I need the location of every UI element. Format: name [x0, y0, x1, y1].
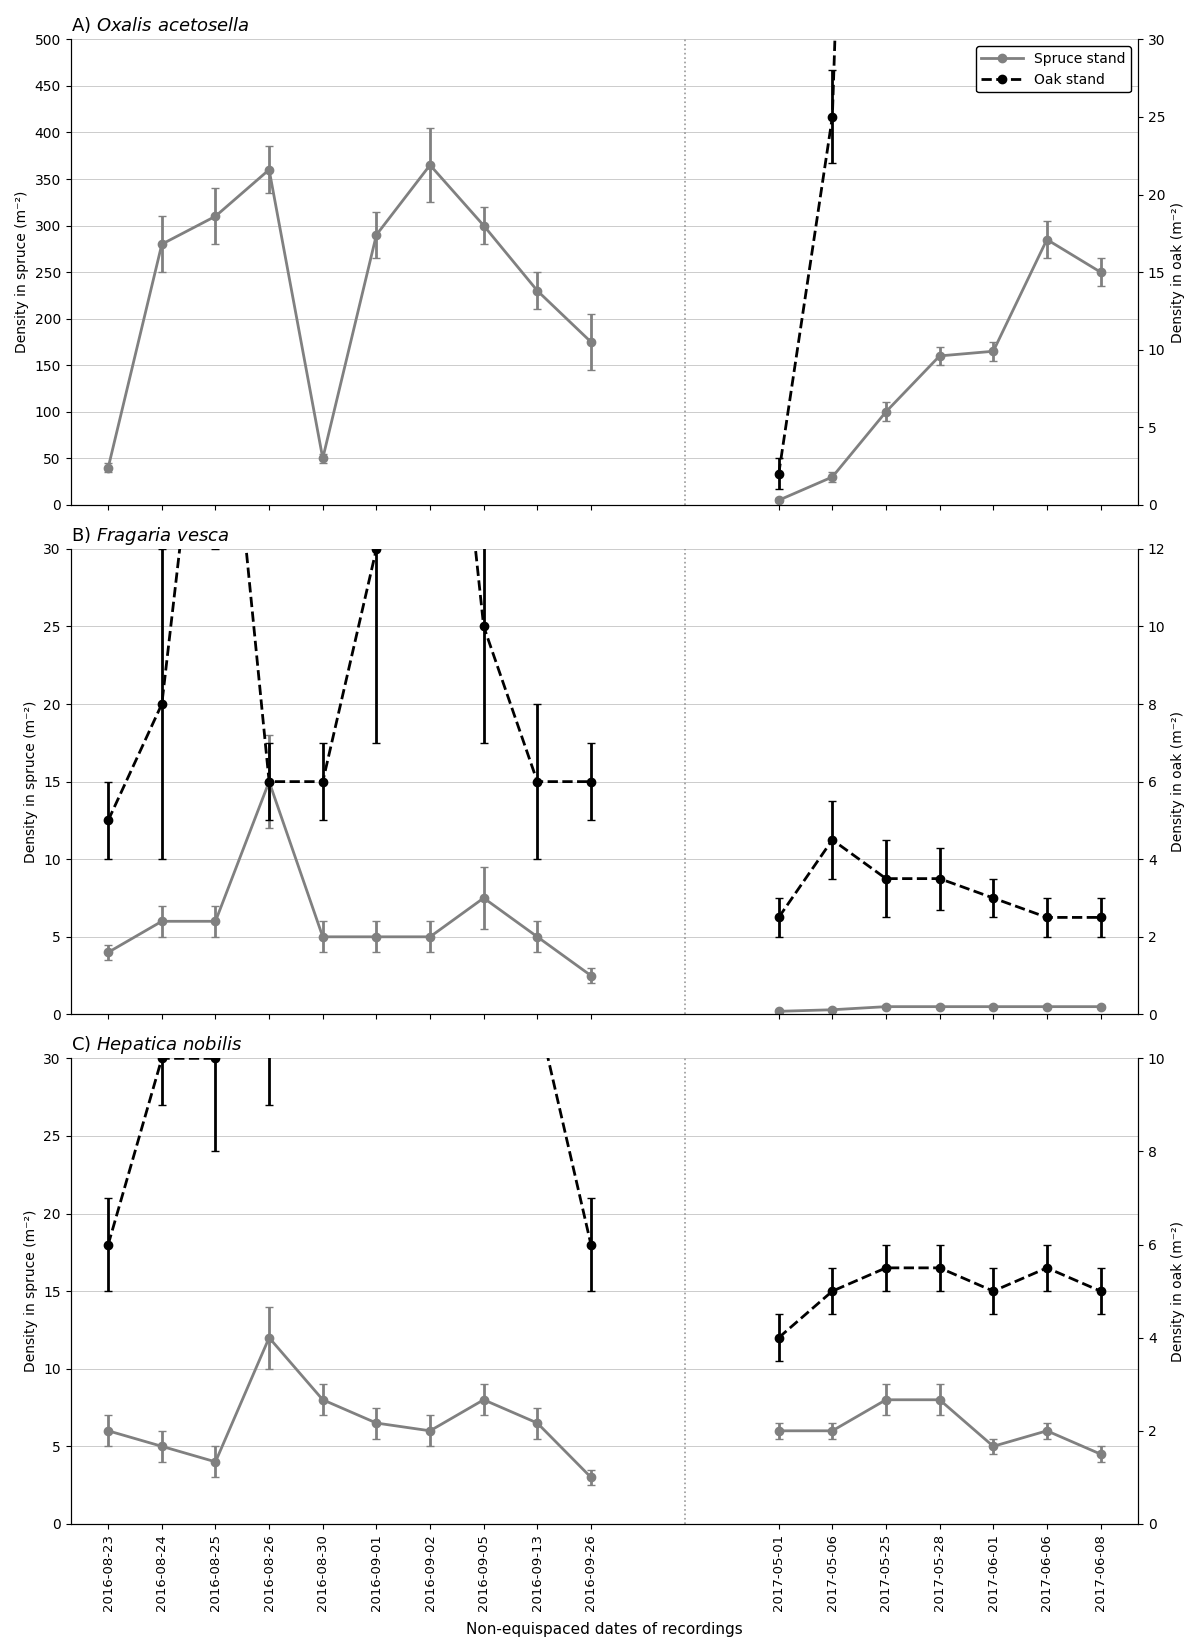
Y-axis label: Density in spruce (m⁻²): Density in spruce (m⁻²): [16, 192, 29, 354]
Y-axis label: Density in oak (m⁻²): Density in oak (m⁻²): [1171, 202, 1186, 342]
Y-axis label: Density in oak (m⁻²): Density in oak (m⁻²): [1171, 710, 1186, 852]
Text: A) $\it{Oxalis\ acetosella}$: A) $\it{Oxalis\ acetosella}$: [71, 15, 250, 35]
X-axis label: Non-equispaced dates of recordings: Non-equispaced dates of recordings: [466, 1622, 743, 1637]
Text: C) $\it{Hepatica\ nobilis}$: C) $\it{Hepatica\ nobilis}$: [71, 1034, 241, 1056]
Legend: Spruce stand, Oak stand: Spruce stand, Oak stand: [976, 46, 1132, 93]
Y-axis label: Density in spruce (m⁻²): Density in spruce (m⁻²): [24, 700, 37, 862]
Text: B) $\it{Fragaria\ vesca}$: B) $\it{Fragaria\ vesca}$: [71, 524, 229, 547]
Y-axis label: Density in oak (m⁻²): Density in oak (m⁻²): [1171, 1221, 1186, 1361]
Y-axis label: Density in spruce (m⁻²): Density in spruce (m⁻²): [24, 1209, 37, 1373]
